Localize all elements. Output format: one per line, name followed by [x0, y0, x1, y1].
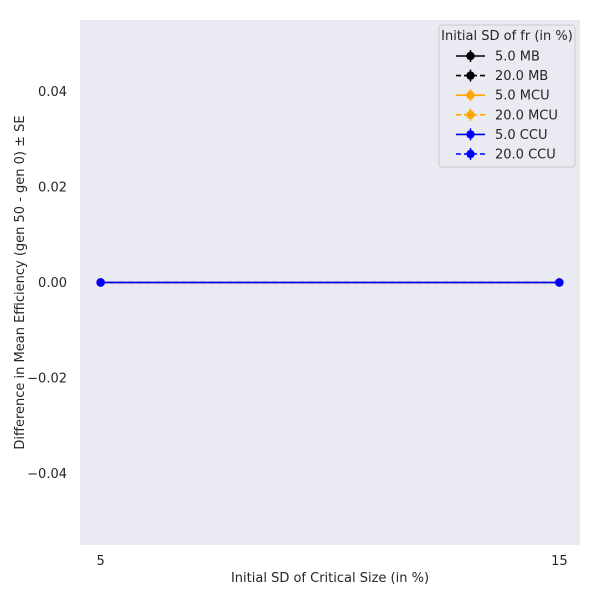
x-axis-label: Initial SD of Critical Size (in %) — [231, 571, 429, 586]
legend-label: 20.0 MB — [495, 69, 548, 84]
legend-item: 5.0 CCU — [456, 128, 547, 143]
legend-label: 5.0 MCU — [495, 89, 550, 104]
tick-labels: 5 15 0.04 0.02 0.00 −0.02 −0.04 — [27, 85, 567, 569]
legend-item: 5.0 MCU — [456, 89, 550, 104]
x-tick-label: 5 — [97, 554, 105, 569]
series-layer — [96, 278, 564, 287]
legend-label: 5.0 MB — [495, 50, 540, 65]
y-tick-label: 0.04 — [38, 85, 67, 100]
legend-label: 5.0 CCU — [495, 128, 547, 143]
y-tick-label: 0.00 — [38, 276, 67, 291]
legend-items: 5.0 MB 20.0 MB 5.0 MCU 20.0 MCU 5.0 CCU 20.0 … — [456, 50, 558, 163]
legend-item: 20.0 MB — [456, 69, 548, 84]
legend-item: 20.0 CCU — [456, 148, 556, 163]
data-point — [96, 278, 105, 287]
legend-swatch-marker — [466, 149, 475, 159]
legend-item: 5.0 MB — [456, 50, 540, 65]
legend-item: 20.0 MCU — [456, 108, 558, 123]
series-line — [96, 278, 564, 287]
legend-swatch-marker — [466, 71, 475, 80]
y-tick-label: −0.04 — [27, 467, 67, 482]
legend-swatch-marker — [466, 110, 475, 120]
legend-swatch-marker — [466, 51, 475, 61]
x-tick-label: 15 — [551, 554, 568, 569]
legend-swatch-marker — [466, 130, 475, 139]
legend-swatch-marker — [466, 91, 475, 100]
legend-title: Initial SD of fr (in %) — [441, 29, 573, 44]
y-tick-label: −0.02 — [27, 371, 67, 386]
legend-label: 20.0 MCU — [495, 108, 558, 123]
legend-label: 20.0 CCU — [495, 148, 556, 163]
y-tick-label: 0.02 — [38, 181, 67, 196]
data-point — [555, 278, 564, 287]
y-axis-label: Difference in Mean Efficiency (gen 50 - … — [13, 115, 28, 449]
